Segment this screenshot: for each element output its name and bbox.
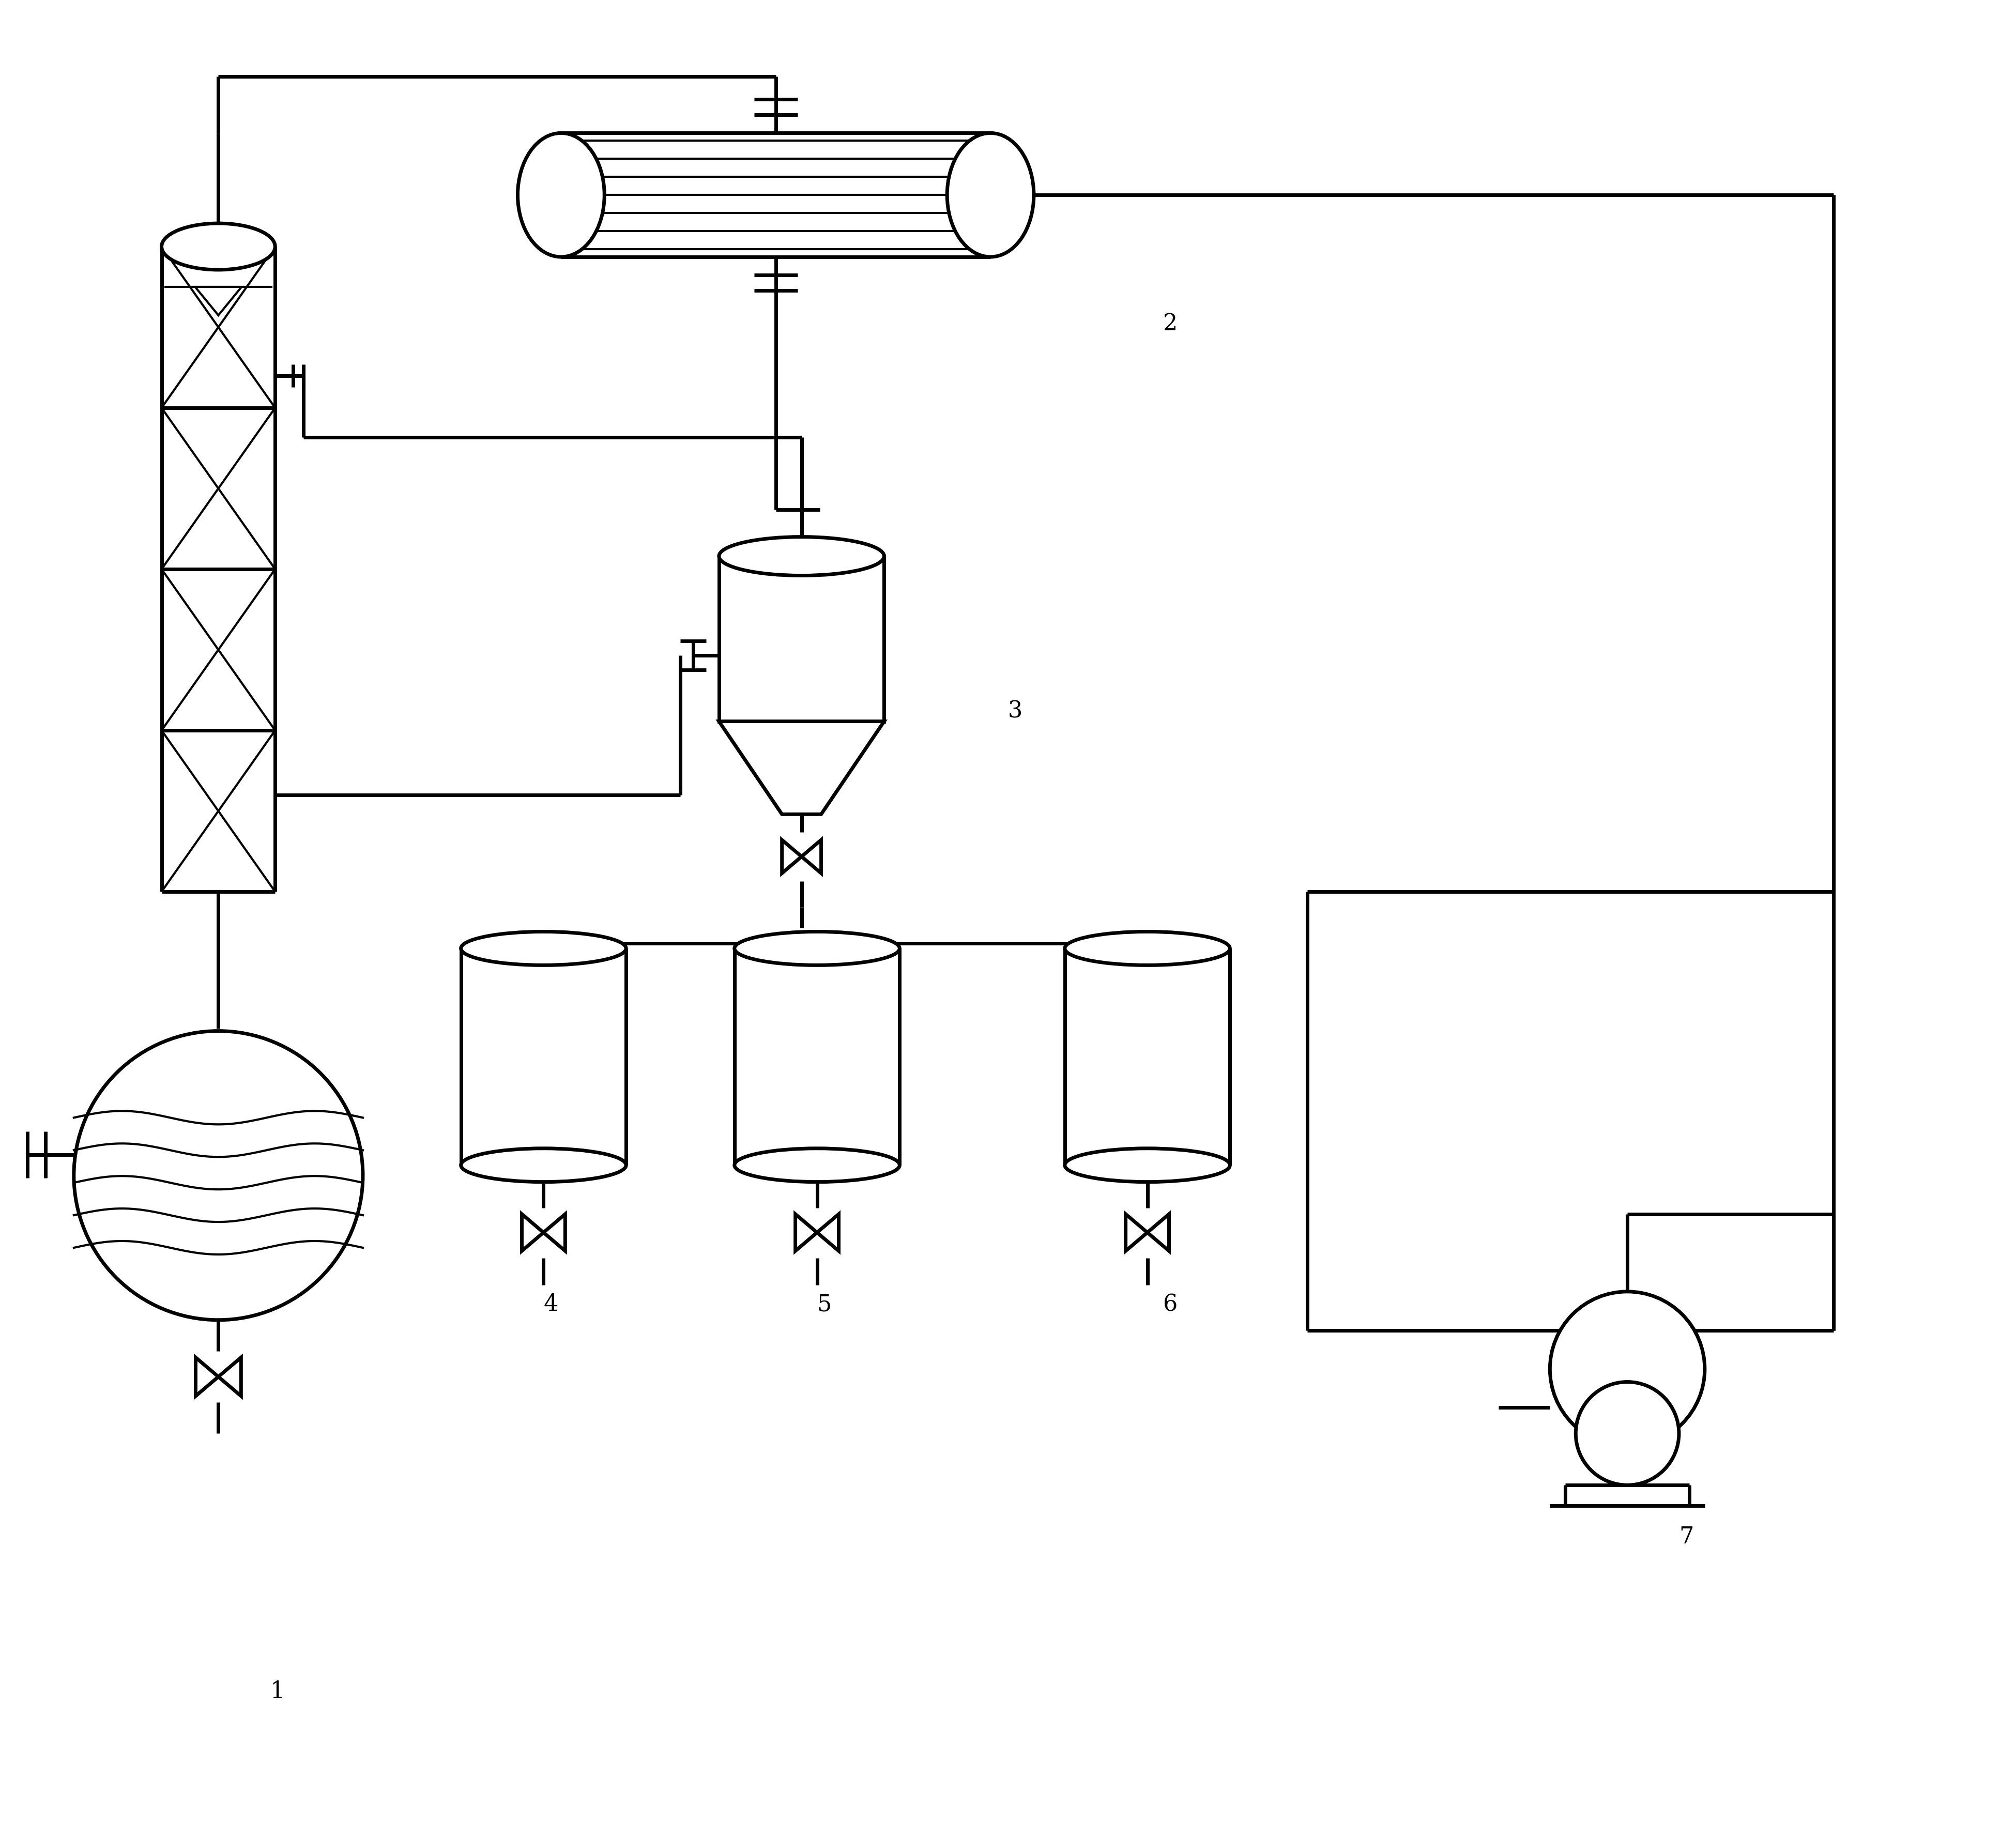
Ellipse shape [518,133,605,257]
Circle shape [1577,1381,1679,1485]
Text: 1: 1 [270,1680,284,1704]
Ellipse shape [734,931,899,966]
Ellipse shape [720,537,885,576]
Text: 4: 4 [544,1294,558,1315]
Text: 5: 5 [816,1294,833,1315]
Polygon shape [1147,1213,1169,1252]
Polygon shape [720,556,885,722]
Polygon shape [1125,1213,1147,1252]
Polygon shape [802,840,821,873]
Circle shape [1550,1292,1706,1447]
Ellipse shape [1064,931,1230,966]
Ellipse shape [161,224,274,270]
Polygon shape [522,1213,544,1252]
Text: 7: 7 [1679,1525,1693,1549]
Ellipse shape [462,931,627,966]
Ellipse shape [1064,1148,1230,1182]
Text: 6: 6 [1163,1294,1177,1315]
Polygon shape [196,1357,218,1396]
Polygon shape [196,286,242,315]
Text: 2: 2 [1163,313,1177,335]
Ellipse shape [462,1148,627,1182]
Polygon shape [816,1213,839,1252]
Polygon shape [720,722,885,814]
Ellipse shape [948,133,1034,257]
Polygon shape [782,840,802,873]
Ellipse shape [734,1148,899,1182]
Polygon shape [544,1213,564,1252]
Polygon shape [796,1213,816,1252]
Circle shape [75,1031,363,1319]
Text: 3: 3 [1008,700,1022,722]
Polygon shape [218,1357,242,1396]
